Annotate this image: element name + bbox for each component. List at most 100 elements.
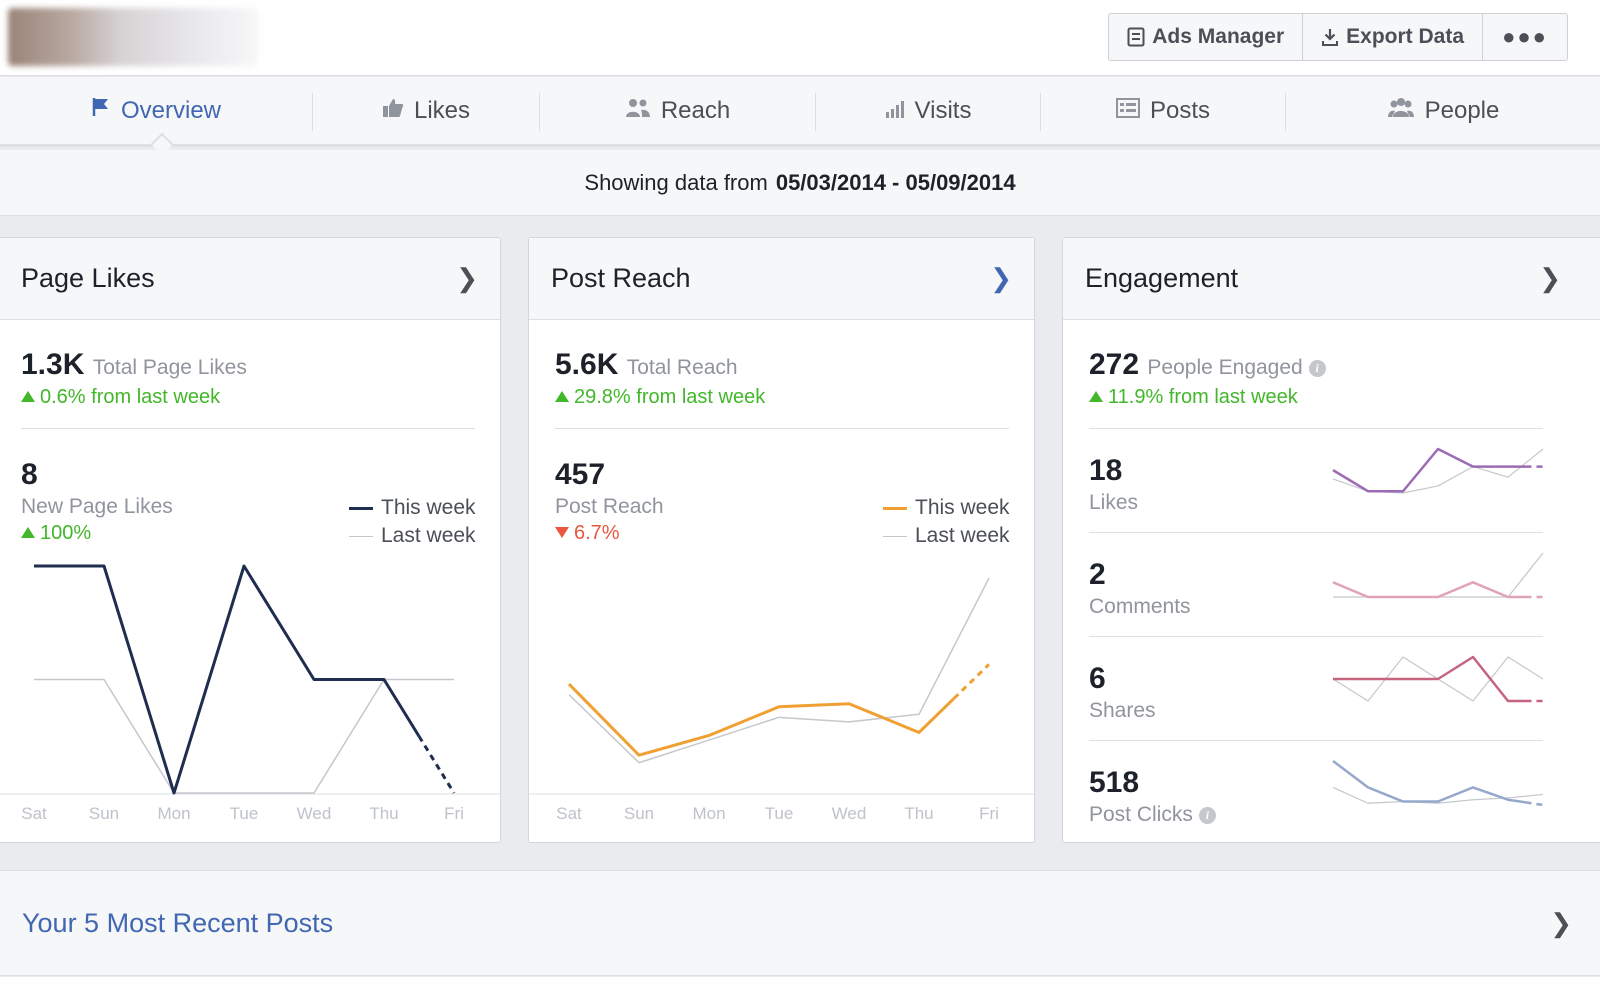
card-title: Engagement	[1085, 263, 1239, 293]
card-title: Post Reach	[551, 263, 691, 293]
up-arrow-icon	[555, 391, 569, 402]
thumbs-up-icon	[382, 97, 404, 125]
x-tick-label: Sun	[624, 804, 654, 823]
page-likes-chart: Sat Sun Mon Tue Wed Thu Fri	[0, 564, 502, 823]
x-tick-label: Wed	[297, 804, 332, 823]
series-line-this-week	[34, 564, 421, 795]
tab-divider	[1285, 93, 1286, 131]
recent-posts-title: Your 5 Most Recent Posts	[22, 907, 334, 938]
date-range-value: 05/03/2014 - 05/09/2014	[775, 169, 1016, 195]
chevron-right-icon[interactable]: ❯	[990, 263, 1012, 293]
info-icon[interactable]: i	[1308, 360, 1326, 377]
legend-label: This week	[915, 496, 1010, 519]
total-value: 272	[1089, 348, 1140, 381]
tab-label: People	[1424, 96, 1500, 124]
up-arrow-icon	[21, 527, 35, 538]
legend-label: Last week	[381, 524, 476, 547]
x-tick-label: Mon	[692, 804, 725, 823]
chevron-right-icon[interactable]: ❯	[1539, 263, 1561, 293]
change-text: 100%	[40, 522, 92, 544]
new-page-likes-change: 100%	[21, 522, 91, 545]
tab-divider	[539, 93, 540, 131]
tab-people[interactable]: People	[1286, 77, 1600, 144]
post-clicks-value: 518	[1089, 766, 1140, 799]
comments-value: 2	[1089, 558, 1106, 591]
chevron-right-icon[interactable]: ❯	[1550, 907, 1572, 938]
tab-visits[interactable]: Visits	[816, 77, 1040, 144]
footer-strip	[0, 977, 1600, 1005]
divider	[1089, 428, 1543, 429]
up-arrow-icon	[1089, 391, 1103, 402]
x-tick-label: Fri	[444, 804, 464, 823]
tab-overview[interactable]: Overview	[0, 77, 312, 144]
x-tick-label: Sun	[89, 804, 119, 823]
x-tick-label: Wed	[832, 804, 867, 823]
top-actions: Ads Manager Export Data ●●●	[1108, 13, 1568, 61]
ads-manager-button[interactable]: Ads Manager	[1109, 14, 1304, 60]
total-label: People Engaged	[1147, 356, 1303, 379]
x-tick-label: Sat	[556, 804, 582, 823]
legend-label: Last week	[915, 524, 1010, 547]
series-line-last-week	[34, 678, 454, 794]
post-reach-header[interactable]: Post Reach ❯	[529, 238, 1034, 320]
legend-this-week: This week	[883, 496, 1010, 520]
insights-tabs: Overview Likes Reach Visits Posts People	[0, 77, 1600, 147]
total-value: 1.3K	[21, 348, 85, 381]
tab-posts[interactable]: Posts	[1041, 77, 1285, 144]
legend-swatch	[349, 535, 373, 537]
legend-swatch	[883, 506, 907, 510]
more-dots-icon: ●●●	[1502, 24, 1548, 49]
post-reach-value: 457	[555, 458, 606, 491]
ads-manager-label: Ads Manager	[1152, 25, 1285, 48]
group-icon	[1387, 97, 1415, 125]
engagement-sparklines	[1332, 447, 1544, 807]
chevron-right-icon[interactable]: ❯	[456, 263, 478, 293]
total-value: 5.6K	[555, 348, 619, 381]
legend-swatch	[883, 535, 907, 537]
engagement-header[interactable]: Engagement ❯	[1063, 238, 1600, 320]
legend-last-week: Last week	[883, 524, 1010, 548]
post-reach-label: Post Reach	[555, 495, 664, 518]
sparkline-this-week	[1332, 760, 1526, 804]
card-title: Page Likes	[21, 263, 155, 293]
more-options-button[interactable]: ●●●	[1483, 14, 1567, 60]
x-tick-label: Thu	[904, 804, 933, 823]
export-data-button[interactable]: Export Data	[1303, 14, 1483, 60]
post-reach-chart: Sat Sun Mon Tue Wed Thu Fri	[529, 577, 1036, 823]
tab-divider	[815, 93, 816, 131]
tab-label: Reach	[660, 96, 731, 124]
total-change: 11.9% from last week	[1089, 386, 1298, 409]
tab-label: Posts	[1149, 96, 1211, 124]
total-change: 29.8% from last week	[555, 386, 765, 409]
tab-label: Likes	[413, 96, 471, 124]
total-label: Total Page Likes	[92, 356, 247, 379]
sparkline-this-week-projection	[1525, 801, 1544, 807]
tab-reach[interactable]: Reach	[540, 77, 815, 144]
page-likes-header[interactable]: Page Likes ❯	[0, 238, 500, 320]
flag-icon	[91, 96, 111, 125]
tab-likes[interactable]: Likes	[313, 77, 539, 144]
tab-label: Overview	[120, 96, 222, 124]
up-arrow-icon	[21, 391, 35, 402]
info-icon[interactable]: i	[1198, 807, 1216, 824]
divider	[1089, 740, 1543, 741]
legend-label: This week	[381, 496, 476, 519]
change-text: 6.7%	[574, 522, 620, 544]
divider	[1089, 636, 1543, 637]
shares-label: Shares	[1089, 699, 1156, 722]
x-tick-label: Mon	[157, 804, 190, 823]
ads-manager-icon	[1127, 27, 1145, 47]
new-page-likes-value: 8	[21, 458, 38, 491]
recent-posts-section[interactable]: Your 5 Most Recent Posts ❯	[0, 870, 1600, 976]
series-line-this-week-projection	[417, 735, 456, 794]
page-avatar[interactable]	[8, 8, 258, 66]
legend-last-week: Last week	[349, 524, 476, 548]
download-icon	[1321, 27, 1339, 47]
tab-divider	[312, 93, 313, 131]
divider	[555, 428, 1009, 429]
down-arrow-icon	[555, 527, 569, 538]
sparkline-last-week	[1333, 552, 1544, 598]
divider	[1089, 532, 1543, 533]
series-line-last-week	[568, 577, 990, 764]
series-line-this-week-projection	[952, 663, 991, 700]
